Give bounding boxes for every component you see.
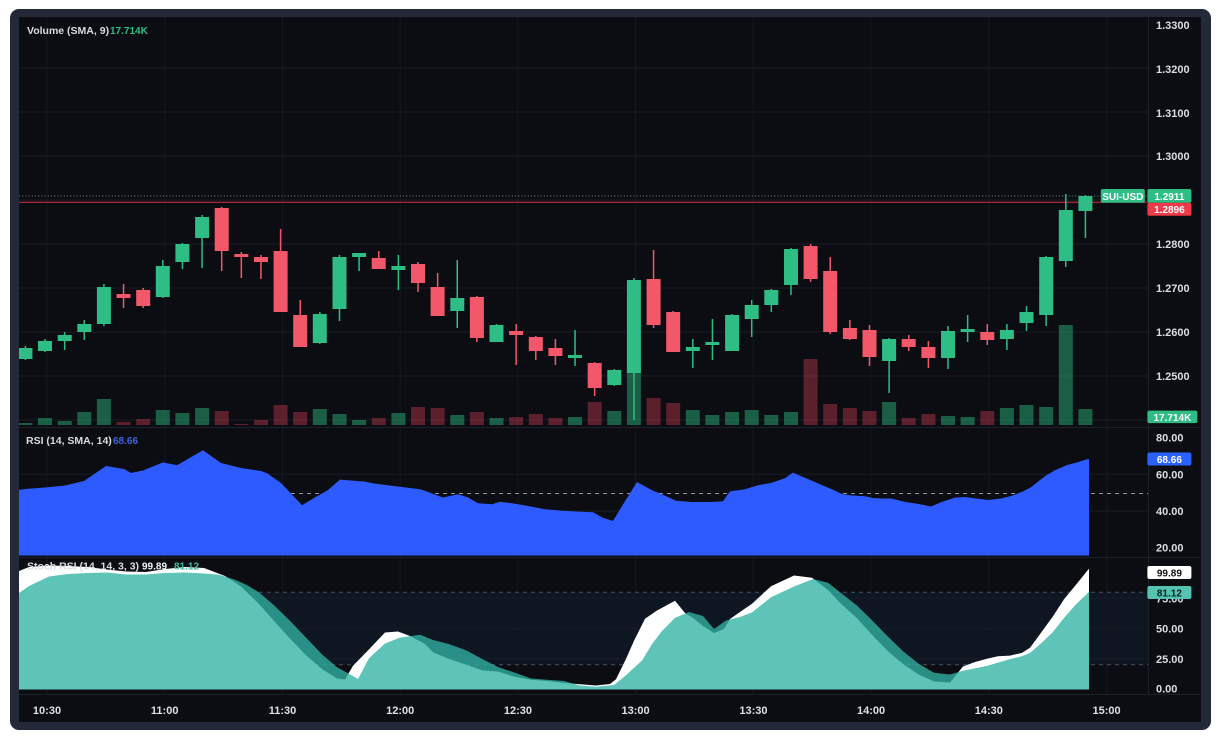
svg-text:99.89: 99.89 [142, 562, 167, 573]
svg-text:Volume (SMA, 9): Volume (SMA, 9) [27, 25, 109, 37]
svg-text:1.3100: 1.3100 [1156, 108, 1190, 120]
svg-text:25.00: 25.00 [1156, 654, 1184, 666]
svg-text:1.3300: 1.3300 [1156, 20, 1190, 32]
svg-text:11:00: 11:00 [151, 705, 179, 717]
svg-text:80.00: 80.00 [1156, 433, 1184, 445]
svg-text:12:00: 12:00 [386, 705, 414, 717]
svg-text:15:00: 15:00 [1093, 705, 1121, 717]
svg-text:1.2600: 1.2600 [1156, 327, 1190, 339]
svg-text:20.00: 20.00 [1156, 543, 1184, 555]
svg-text:60.00: 60.00 [1156, 469, 1184, 481]
svg-text:1.2700: 1.2700 [1156, 283, 1190, 295]
svg-text:14:00: 14:00 [857, 705, 885, 717]
svg-text:13:30: 13:30 [739, 705, 767, 717]
svg-text:50.00: 50.00 [1156, 624, 1184, 636]
svg-text:1.2911: 1.2911 [1154, 192, 1184, 203]
svg-text:11:30: 11:30 [269, 705, 297, 717]
svg-text:0.00: 0.00 [1156, 684, 1177, 696]
svg-text:81.12: 81.12 [1157, 589, 1182, 600]
svg-text:12:30: 12:30 [504, 705, 532, 717]
svg-text:10:30: 10:30 [33, 705, 61, 717]
svg-text:14:30: 14:30 [975, 705, 1003, 717]
svg-text:40.00: 40.00 [1156, 506, 1184, 518]
svg-text:1.3200: 1.3200 [1156, 64, 1190, 76]
svg-text:17.714K: 17.714K [110, 26, 149, 37]
svg-text:1.2500: 1.2500 [1156, 371, 1190, 383]
svg-text:68.66: 68.66 [113, 436, 138, 447]
svg-text:1.3000: 1.3000 [1156, 151, 1190, 163]
svg-text:68.66: 68.66 [1157, 455, 1182, 466]
svg-text:Stoch RSI (14, 14, 3, 3): Stoch RSI (14, 14, 3, 3) [27, 561, 139, 573]
svg-text:SUI-USD: SUI-USD [1102, 192, 1143, 203]
svg-text:1.2800: 1.2800 [1156, 239, 1190, 251]
svg-text:81.12: 81.12 [174, 562, 199, 573]
svg-text:17.714K: 17.714K [1153, 413, 1192, 424]
svg-text:99.89: 99.89 [1157, 569, 1182, 580]
svg-text:13:00: 13:00 [622, 705, 650, 717]
svg-text:RSI (14, SMA, 14): RSI (14, SMA, 14) [26, 435, 112, 447]
svg-text:1.2896: 1.2896 [1154, 205, 1185, 216]
